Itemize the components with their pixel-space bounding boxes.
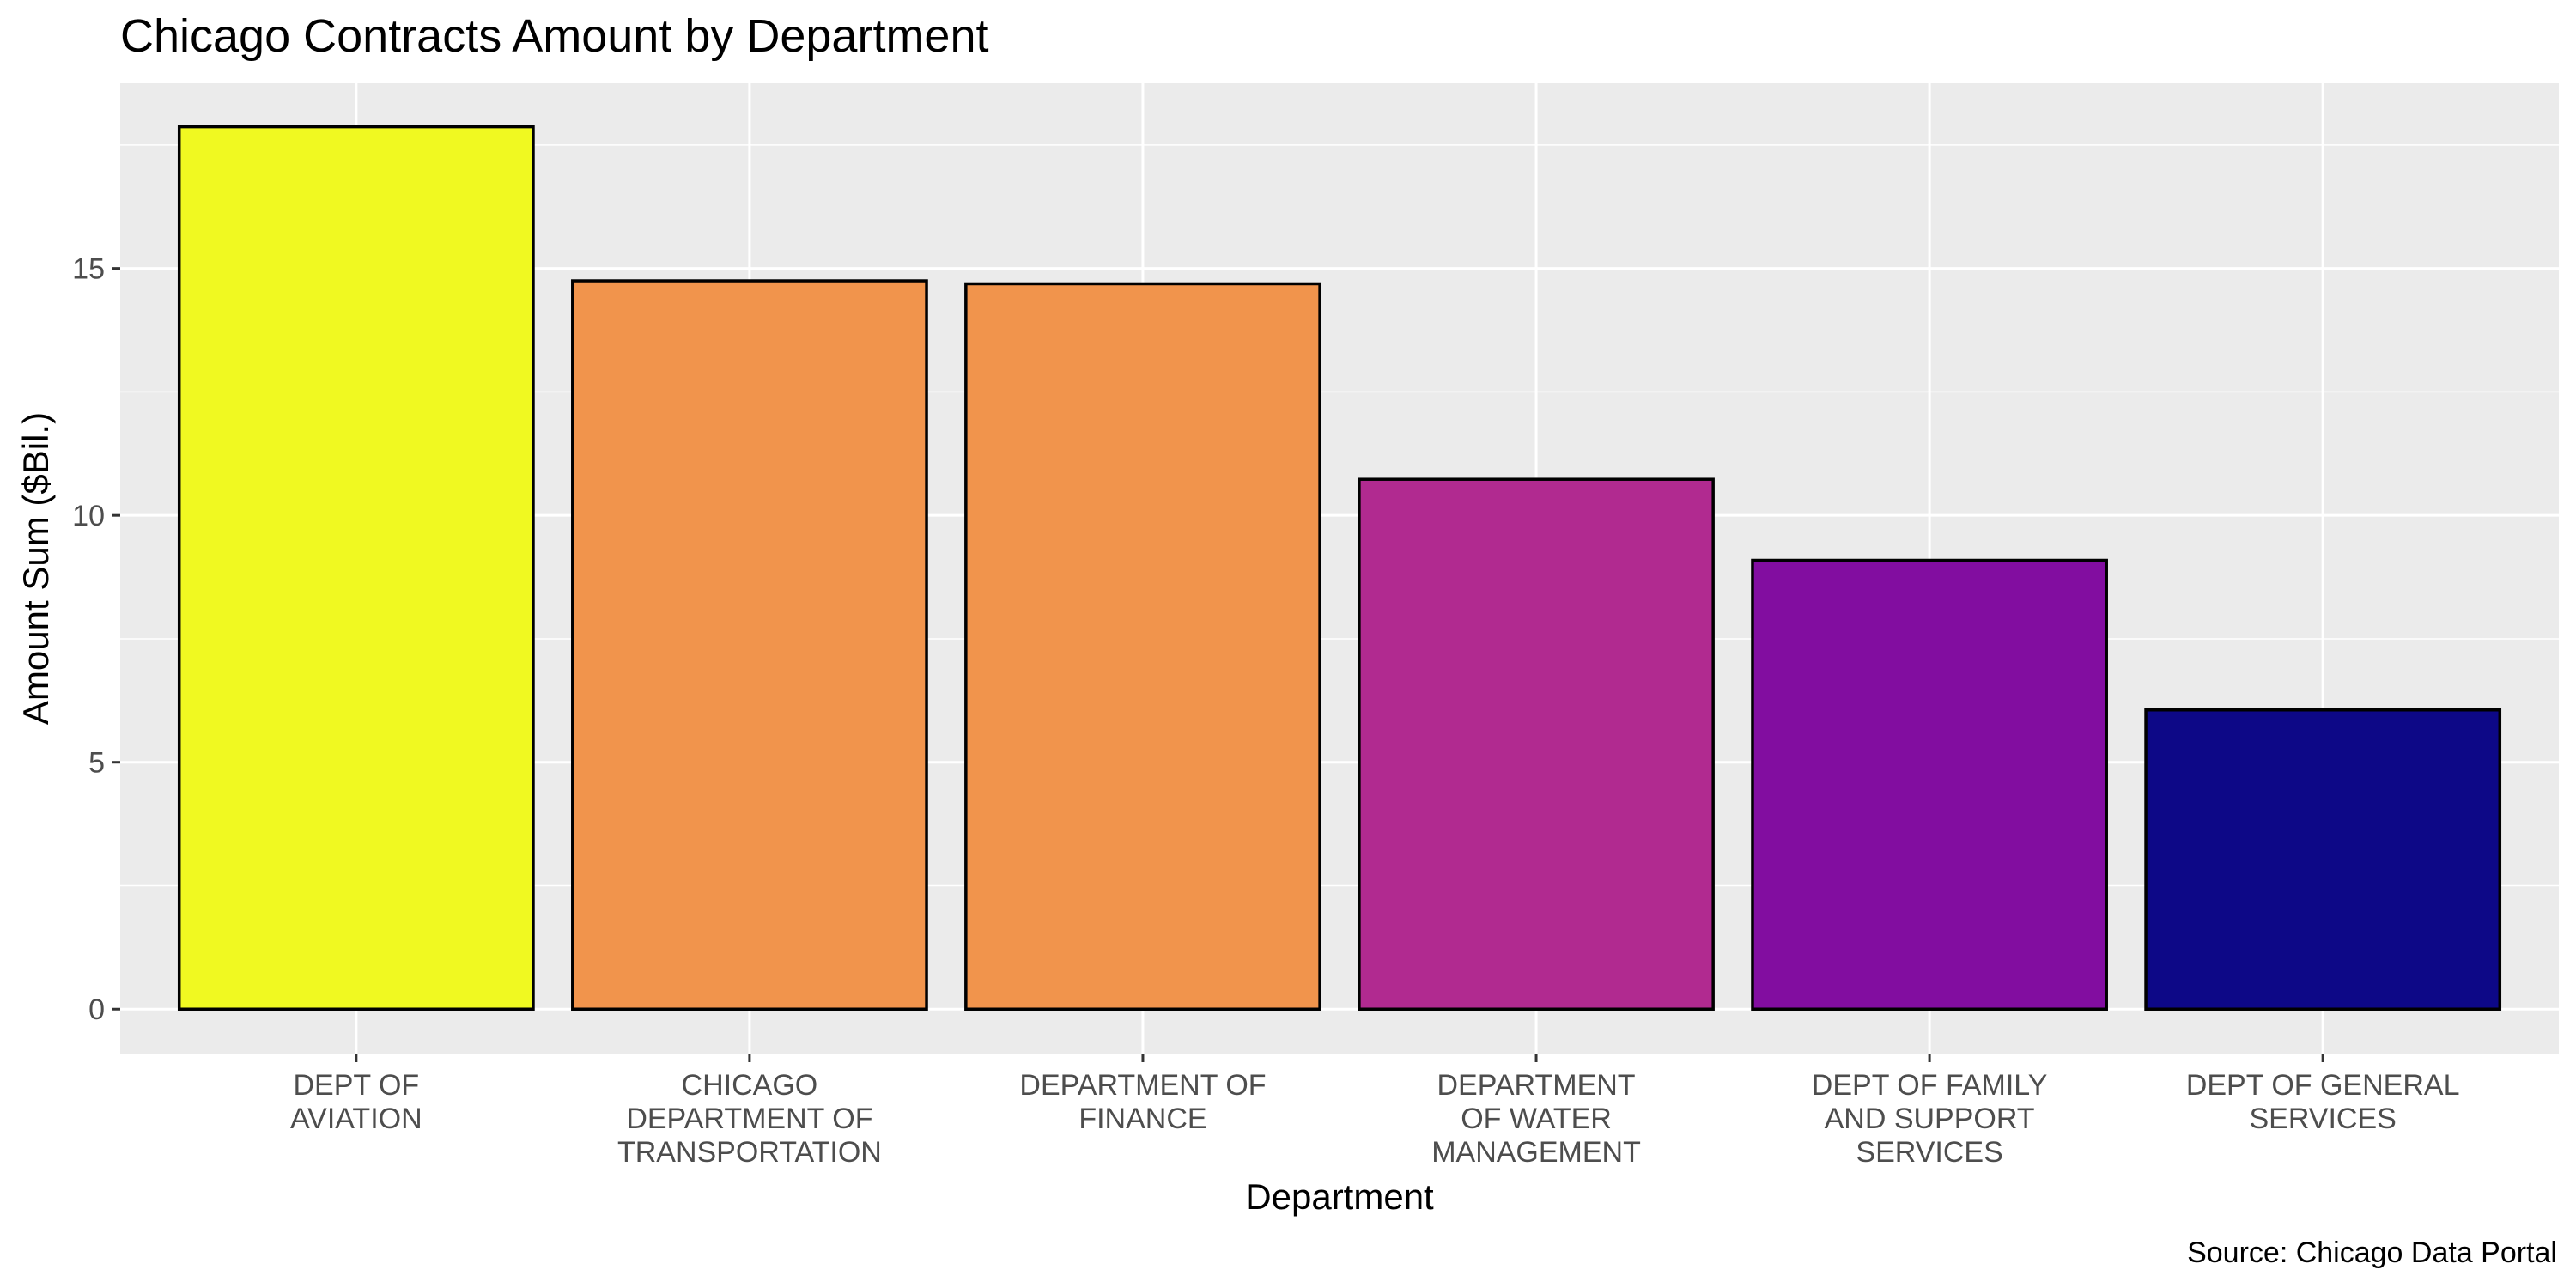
source-caption: Source: Chicago Data Portal bbox=[2187, 1236, 2557, 1269]
x-axis-title: Department bbox=[1245, 1176, 1434, 1217]
x-tick-label-line: SERVICES bbox=[2249, 1103, 2396, 1135]
x-tick-label-line: AVIATION bbox=[290, 1103, 422, 1135]
x-tick-label: DEPT OF GENERAL SERVICES bbox=[2186, 1069, 2460, 1135]
y-axis-title: Amount Sum ($Bil.) bbox=[15, 412, 56, 725]
x-tick-label-line: SERVICES bbox=[1856, 1136, 2002, 1169]
x-tick-label: DEPT OF AVIATION bbox=[290, 1069, 422, 1135]
bar bbox=[177, 125, 535, 1011]
x-tick-label-line: DEPT OF FAMILY bbox=[1812, 1069, 2048, 1102]
bar bbox=[1751, 558, 2108, 1011]
x-tick-label: DEPARTMENT OF WATER MANAGEMENT bbox=[1431, 1069, 1641, 1169]
bar bbox=[964, 282, 1321, 1011]
y-tick-label: 0 bbox=[88, 993, 105, 1026]
x-tick-label: DEPT OF FAMILY AND SUPPORT SERVICES bbox=[1812, 1069, 2048, 1169]
x-tick-label: CHICAGO DEPARTMENT OF TRANSPORTATION bbox=[617, 1069, 882, 1169]
x-tick-label-line: TRANSPORTATION bbox=[617, 1136, 882, 1169]
x-tick-label-line: DEPARTMENT OF bbox=[626, 1103, 872, 1135]
x-tick-label-line: OF WATER bbox=[1461, 1103, 1612, 1135]
x-tick-label-line: MANAGEMENT bbox=[1431, 1136, 1641, 1169]
y-tick-label: 15 bbox=[72, 253, 105, 286]
x-tick-label: DEPARTMENT OF FINANCE bbox=[1019, 1069, 1266, 1135]
bar bbox=[571, 279, 928, 1011]
x-tick-label-line: DEPT OF GENERAL bbox=[2186, 1069, 2460, 1102]
x-tick-label-line: DEPARTMENT bbox=[1437, 1069, 1635, 1102]
x-tick-label-line: FINANCE bbox=[1078, 1103, 1206, 1135]
x-tick-label-line: DEPT OF bbox=[293, 1069, 419, 1102]
y-tick-label: 10 bbox=[72, 500, 105, 532]
x-tick-label-line: DEPARTMENT OF bbox=[1019, 1069, 1266, 1102]
bar bbox=[2144, 708, 2502, 1011]
bars bbox=[177, 125, 2502, 1011]
x-tick-label-line: CHICAGO bbox=[682, 1069, 818, 1102]
x-tick-label-line: AND SUPPORT bbox=[1825, 1103, 2035, 1135]
chart-title: Chicago Contracts Amount by Department bbox=[120, 10, 989, 62]
bar bbox=[1358, 477, 1715, 1011]
y-axis: 0 5 10 15 bbox=[72, 253, 120, 1026]
y-tick-label: 5 bbox=[88, 747, 105, 780]
